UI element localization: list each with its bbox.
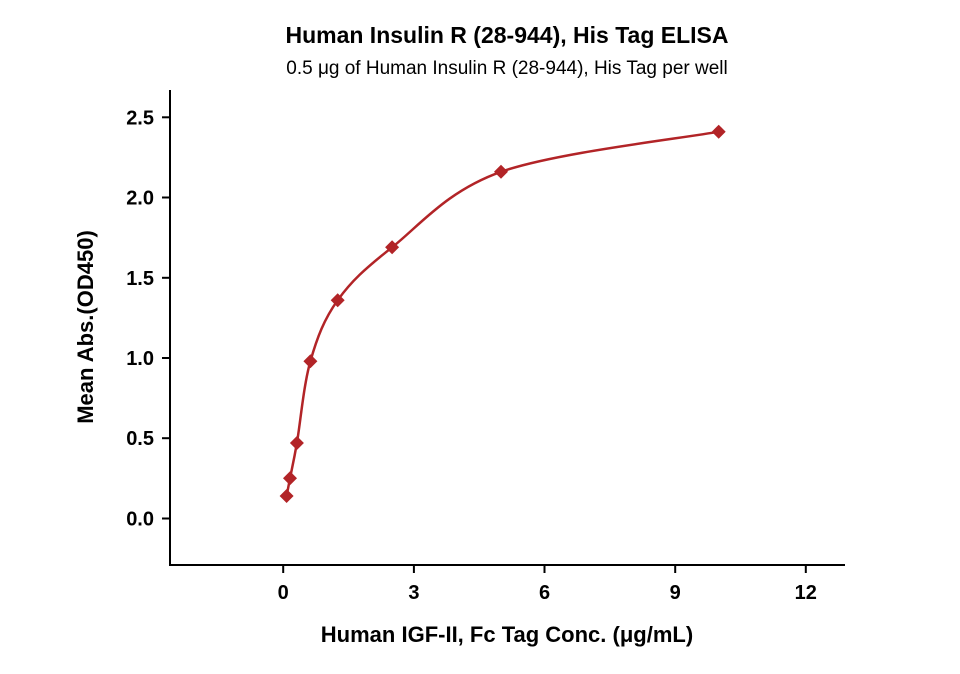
data-point [279,489,294,503]
data-point [711,124,726,139]
x-tick-label: 0 [278,582,289,604]
y-tick-label: 1.0 [126,348,154,370]
chart-subtitle: 0.5 μg of Human Insulin R (28-944), His … [286,58,728,79]
y-tick-label: 1.5 [126,268,154,290]
x-axis-label: Human IGF-II, Fc Tag Conc. (μg/mL) [320,622,694,647]
fit-curve [285,130,719,497]
chart-title: Human Insulin R (28-944), His Tag ELISA [285,22,729,48]
y-tick-label: 0.5 [126,428,154,450]
y-axis-label: Mean Abs.(OD450) [73,230,98,424]
data-point [330,293,345,308]
y-tick-label: 2.5 [126,107,154,129]
y-tick-label: 0.0 [126,509,154,531]
data-point [289,436,304,450]
y-tick-label: 2.0 [126,188,154,210]
data-point [494,164,508,179]
x-tick-label: 6 [539,582,550,604]
data-point [283,471,297,486]
data-point [303,354,318,369]
x-tick-label: 12 [795,582,817,604]
x-tick-label: 9 [670,582,681,604]
axes [169,90,845,566]
data-point [385,240,400,255]
x-tick-label: 3 [408,582,419,604]
